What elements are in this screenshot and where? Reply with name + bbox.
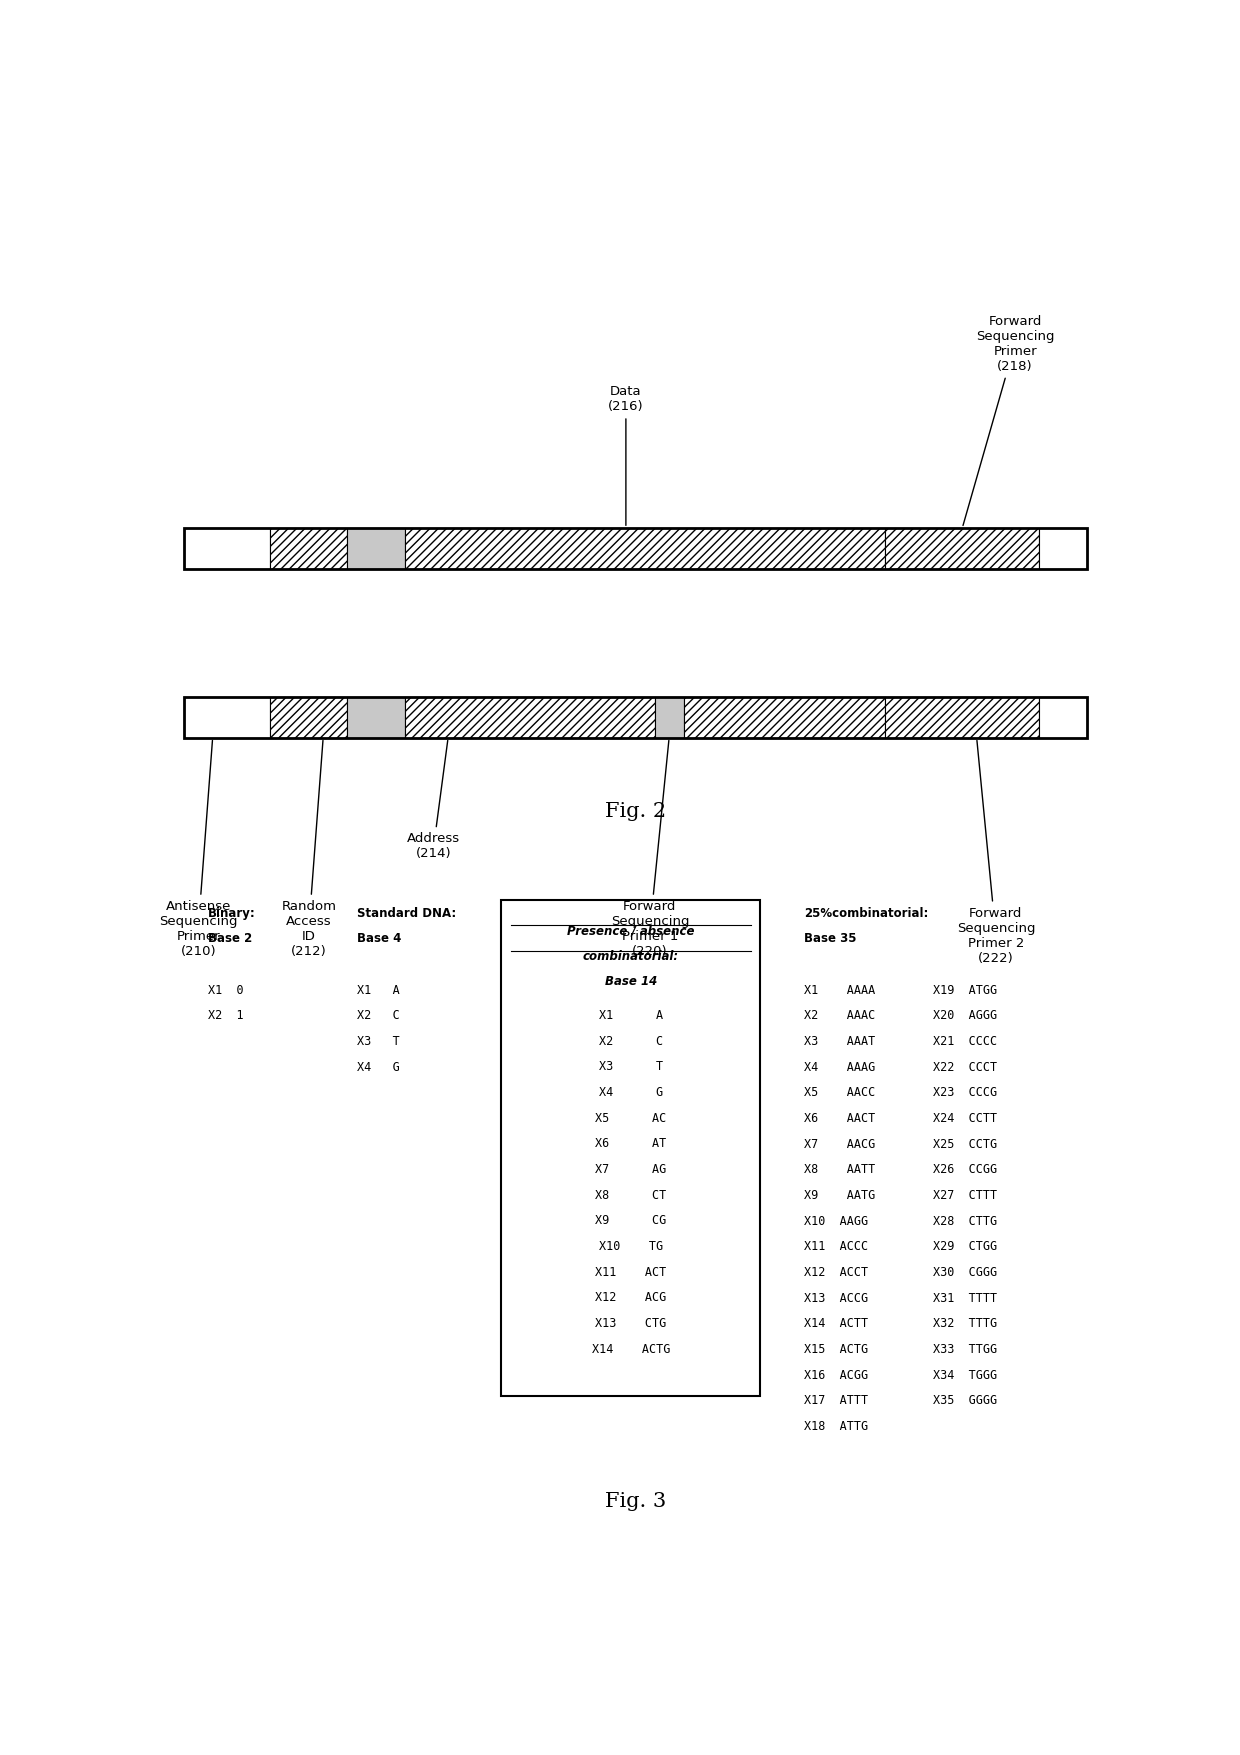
Text: Binary:: Binary: [208,907,255,920]
Text: X2    AAAC: X2 AAAC [804,1009,875,1021]
Bar [404,697,655,737]
Bar [347,528,404,569]
Text: X13  ACCG: X13 ACCG [804,1292,868,1304]
Text: X7    AACG: X7 AACG [804,1137,875,1151]
Text: X13    CTG: X13 CTG [595,1316,666,1330]
Text: X18  ATTG: X18 ATTG [804,1420,868,1434]
Text: X3   T: X3 T [357,1035,399,1048]
Text: X10    TG: X10 TG [599,1241,662,1253]
Bar [347,697,404,737]
Text: X9    AATG: X9 AATG [804,1188,875,1202]
Text: Data
(216): Data (216) [608,386,644,525]
Text: X7      AG: X7 AG [595,1164,666,1176]
Text: X17  ATTT: X17 ATTT [804,1395,868,1408]
Text: X28  CTTG: X28 CTTG [934,1214,997,1228]
Text: Base 4: Base 4 [357,932,402,946]
Text: X3    AAAT: X3 AAAT [804,1035,875,1048]
Text: X1  0: X1 0 [208,983,243,997]
Text: X6      AT: X6 AT [595,1137,666,1150]
Text: Forward
Sequencing
Primer
(218): Forward Sequencing Primer (218) [963,314,1054,525]
Bar [184,697,1087,737]
Text: X26  CCGG: X26 CCGG [934,1164,997,1176]
Text: X14    ACTG: X14 ACTG [591,1343,670,1355]
Text: X14  ACTT: X14 ACTT [804,1318,868,1330]
Text: X9      CG: X9 CG [595,1214,666,1227]
Text: X24  CCTT: X24 CCTT [934,1113,997,1125]
Bar [1039,528,1087,569]
Text: X11    ACT: X11 ACT [595,1265,666,1279]
Bar [655,697,683,737]
Text: Fig. 2: Fig. 2 [605,802,666,821]
Bar [184,528,270,569]
Text: Presence / absence: Presence / absence [567,925,694,937]
Text: X19  ATGG: X19 ATGG [934,983,997,997]
Text: X22  CCCT: X22 CCCT [934,1060,997,1074]
Text: Random
Access
ID
(212): Random Access ID (212) [281,741,336,958]
Bar [184,697,270,737]
Text: Base 35: Base 35 [804,932,856,946]
Text: X2   C: X2 C [357,1009,399,1021]
Text: X12    ACG: X12 ACG [595,1292,666,1304]
Text: X2      C: X2 C [599,1034,662,1048]
Bar [184,528,1087,569]
Text: Fig. 3: Fig. 3 [605,1492,666,1511]
Text: X1      A: X1 A [599,1009,662,1021]
Text: Address
(214): Address (214) [407,741,460,860]
Text: Base 14: Base 14 [605,976,657,988]
Text: X25  CCTG: X25 CCTG [934,1137,997,1151]
Text: X3      T: X3 T [599,1060,662,1074]
Text: X23  CCCG: X23 CCCG [934,1086,997,1099]
Text: X6    AACT: X6 AACT [804,1113,875,1125]
Text: X4    AAAG: X4 AAAG [804,1060,875,1074]
Text: X30  CGGG: X30 CGGG [934,1265,997,1279]
Text: X4      G: X4 G [599,1086,662,1099]
Text: X20  AGGG: X20 AGGG [934,1009,997,1021]
Text: X16  ACGG: X16 ACGG [804,1369,868,1381]
Text: X8      CT: X8 CT [595,1188,666,1202]
Bar [885,528,1039,569]
Text: Base 2: Base 2 [208,932,252,946]
Text: X32  TTTG: X32 TTTG [934,1318,997,1330]
Text: X12  ACCT: X12 ACCT [804,1265,868,1279]
Text: X31  TTTT: X31 TTTT [934,1292,997,1304]
Text: X21  CCCC: X21 CCCC [934,1035,997,1048]
Bar [1039,697,1087,737]
Bar [683,697,885,737]
Text: X33  TTGG: X33 TTGG [934,1343,997,1357]
Text: X5    AACC: X5 AACC [804,1086,875,1099]
Text: X2  1: X2 1 [208,1009,243,1021]
Text: X27  CTTT: X27 CTTT [934,1188,997,1202]
Text: X4   G: X4 G [357,1060,399,1074]
Text: Forward
Sequencing
Primer 2
(222): Forward Sequencing Primer 2 (222) [956,741,1035,965]
Text: X1    AAAA: X1 AAAA [804,983,875,997]
Bar [404,528,885,569]
Bar [270,697,347,737]
Text: X1   A: X1 A [357,983,399,997]
Text: X8    AATT: X8 AATT [804,1164,875,1176]
Text: X5      AC: X5 AC [595,1111,666,1125]
Bar [270,528,347,569]
Text: X34  TGGG: X34 TGGG [934,1369,997,1381]
Bar [501,900,760,1395]
Text: X35  GGGG: X35 GGGG [934,1395,997,1408]
Text: X15  ACTG: X15 ACTG [804,1343,868,1357]
Text: Forward
Sequencing
Primer 1
(220): Forward Sequencing Primer 1 (220) [610,741,689,958]
Text: 25%combinatorial:: 25%combinatorial: [804,907,928,920]
Text: X10  AAGG: X10 AAGG [804,1214,868,1228]
Text: Standard DNA:: Standard DNA: [357,907,456,920]
Text: X11  ACCC: X11 ACCC [804,1241,868,1253]
Text: X29  CTGG: X29 CTGG [934,1241,997,1253]
Text: Antisense
Sequencing
Primer
(210): Antisense Sequencing Primer (210) [159,741,238,958]
Bar [885,697,1039,737]
Text: combinatorial:: combinatorial: [583,949,678,963]
